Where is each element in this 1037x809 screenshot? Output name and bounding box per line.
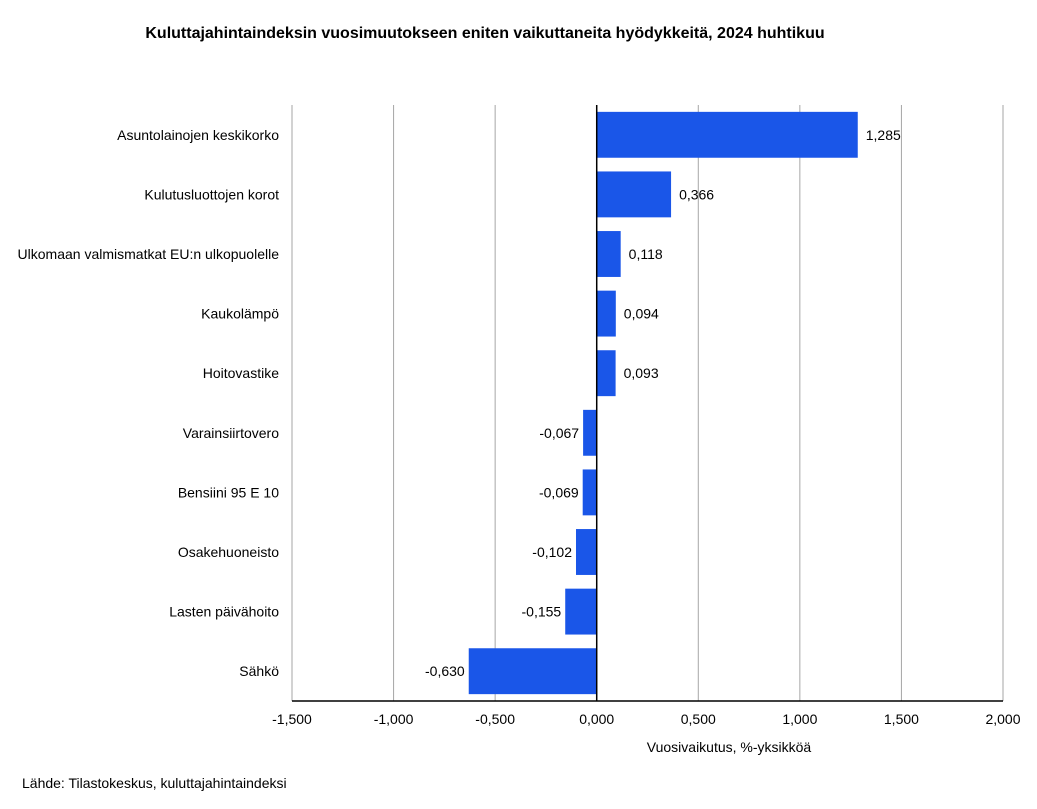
data-label: -0,155 bbox=[522, 604, 562, 620]
bar bbox=[596, 231, 621, 277]
bar bbox=[575, 529, 597, 575]
bar bbox=[596, 350, 616, 397]
category-label: Sähkö bbox=[239, 663, 279, 679]
category-label: Bensiini 95 E 10 bbox=[178, 484, 279, 500]
data-label: -0,067 bbox=[539, 425, 579, 441]
chart-title: Kuluttajahintaindeksin vuosimuutokseen e… bbox=[145, 25, 825, 42]
bars bbox=[468, 111, 858, 695]
data-label: 0,094 bbox=[624, 306, 659, 322]
source-note: Lähde: Tilastokeskus, kuluttajahintainde… bbox=[22, 775, 287, 791]
bar bbox=[596, 290, 616, 337]
x-tick-label: 1,000 bbox=[782, 711, 817, 727]
bar bbox=[468, 648, 597, 695]
category-label: Osakehuoneisto bbox=[178, 544, 279, 560]
bar bbox=[596, 171, 672, 218]
x-tick-label: -0,500 bbox=[475, 711, 515, 727]
category-label: Kulutusluottojen korot bbox=[144, 186, 279, 202]
x-tick-label: 1,500 bbox=[884, 711, 919, 727]
x-tick-label: -1,500 bbox=[272, 711, 312, 727]
axes bbox=[292, 105, 1003, 702]
data-label: 0,366 bbox=[679, 186, 714, 202]
bar bbox=[565, 588, 597, 635]
data-label: -0,102 bbox=[532, 544, 572, 560]
data-label: 0,093 bbox=[624, 365, 659, 381]
x-tick-label: -1,000 bbox=[374, 711, 414, 727]
x-tick-label: 0,500 bbox=[681, 711, 716, 727]
category-label: Lasten päivähoito bbox=[169, 604, 279, 620]
labels: -1,500 -1,000 -0,500 0,000 0,500 1,000 1,500 2,… bbox=[18, 127, 1021, 727]
category-label: Asuntolainojen keskikorko bbox=[117, 127, 279, 143]
x-tick-label: 0,000 bbox=[579, 711, 614, 727]
category-label: Ulkomaan valmismatkat EU:n ulkopuolelle bbox=[18, 246, 280, 262]
data-label: -0,069 bbox=[539, 484, 579, 500]
category-label: Hoitovastike bbox=[203, 365, 279, 381]
x-tick-label: 2,000 bbox=[985, 711, 1020, 727]
category-label: Varainsiirtovero bbox=[183, 425, 279, 441]
x-axis-title: Vuosivaikutus, %-yksikköä bbox=[647, 739, 812, 755]
category-label: Kaukolämpö bbox=[201, 306, 279, 322]
bar bbox=[582, 469, 597, 516]
bar bbox=[596, 111, 858, 158]
data-label: 0,118 bbox=[629, 246, 663, 262]
grid-lines bbox=[291, 105, 1004, 701]
bar bbox=[583, 409, 597, 456]
data-label: -0,630 bbox=[425, 663, 465, 679]
data-label: 1,285 bbox=[866, 127, 901, 143]
